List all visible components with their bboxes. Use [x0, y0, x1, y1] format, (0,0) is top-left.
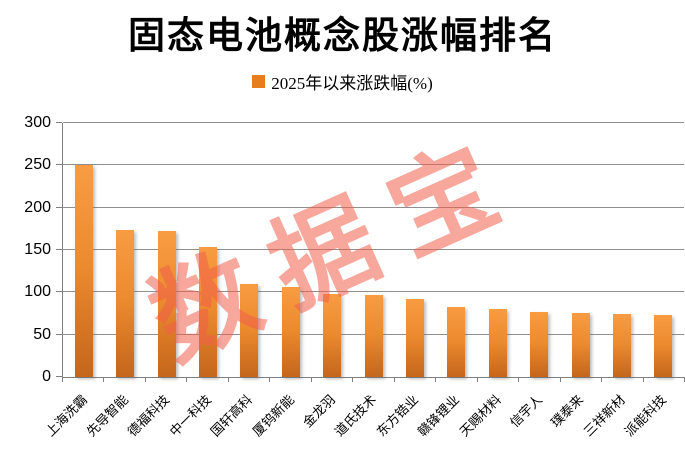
category-label: 信宇人	[506, 391, 546, 431]
x-axis-tick	[270, 377, 312, 382]
y-axis-tick	[56, 376, 62, 377]
bar-金龙羽	[323, 294, 342, 377]
gridline	[63, 122, 684, 123]
bar-德福科技	[157, 231, 176, 377]
category-label: 上海洗霸	[42, 391, 90, 440]
bar-slot	[477, 123, 518, 377]
plot-area: 上海洗霸 先导智能 德福科技 中一科技 国轩高科 厦钨新能 金龙羽 道氏技术 东方锆业 赣锋锂业天…	[24, 114, 685, 439]
x-axis-tick	[353, 377, 395, 382]
y-axis-tick	[56, 164, 62, 166]
category-label: 先导智能	[83, 391, 132, 440]
x-axis-labels: 上海洗霸 先导智能 德福科技 中一科技 国轩高科 厦钨新能 金龙羽 道氏技术 东方锆业 赣锋锂业天…	[42, 377, 684, 475]
y-tick-label: 50	[33, 325, 51, 343]
bar-璞泰来	[571, 312, 590, 377]
chart-title: 固态电池概念股涨幅排名	[128, 16, 557, 57]
y-axis-tick	[56, 249, 62, 250]
x-axis-tick	[229, 377, 271, 382]
category-label: 厦钨新能	[249, 391, 297, 440]
bar-slot	[353, 123, 394, 377]
legend: 2025年以来涨跌幅(%)	[0, 69, 685, 94]
bar-slot	[146, 123, 187, 377]
bar-slot	[63, 123, 104, 377]
x-axis-tick	[312, 377, 354, 382]
category-label: 派能科技	[621, 391, 670, 440]
bar-厦钨新能	[281, 287, 300, 377]
y-axis-tick	[56, 206, 62, 208]
x-axis-tick	[395, 377, 437, 382]
gridline	[63, 291, 684, 293]
category-label: 三祥新材	[580, 391, 628, 440]
bar-道氏技术	[364, 294, 383, 377]
y-axis-tick	[56, 122, 62, 123]
bar-slot	[601, 123, 642, 377]
bar-国轩高科	[240, 283, 259, 377]
bar-slot	[104, 123, 145, 377]
bar-赣锋锂业	[447, 306, 466, 377]
bar-slot	[187, 123, 228, 377]
bar-天赐材料	[488, 309, 507, 377]
category-label: 德福科技	[125, 391, 173, 440]
x-axis-tick	[478, 377, 520, 382]
bar-上海洗霸	[74, 165, 93, 377]
bar-东方锆业	[405, 299, 424, 377]
y-tick-label: 0	[42, 368, 51, 385]
y-axis-tick	[56, 333, 62, 335]
bar-slot	[394, 123, 435, 377]
category-label: 国轩高科	[207, 391, 256, 440]
legend-swatch-icon	[252, 75, 266, 88]
category-label: 天赐材料	[456, 391, 504, 440]
x-axis-tick	[561, 377, 603, 382]
category-label: 中一科技	[166, 391, 214, 440]
category-label: 东方锆业	[373, 391, 421, 440]
y-tick-label: 100	[24, 283, 51, 301]
bars	[63, 123, 684, 377]
y-tick-label: 300	[24, 114, 51, 131]
x-axis-tick	[104, 377, 146, 382]
bar-slot	[229, 123, 270, 377]
legend-label: 2025年以来涨跌幅(%)	[271, 74, 433, 93]
category-label: 道氏技术	[332, 391, 380, 440]
bar-派能科技	[654, 315, 673, 377]
y-tick-label: 200	[24, 198, 51, 216]
bar-slot	[311, 123, 352, 377]
bar-信宇人	[530, 311, 549, 377]
bar-slot	[518, 123, 559, 377]
x-axis-tick	[146, 377, 188, 382]
bar-中一科技	[198, 247, 217, 377]
y-axis-tick	[56, 291, 62, 293]
bar-slot	[436, 123, 477, 377]
x-axis-tick	[602, 377, 644, 382]
bar-先导智能	[116, 229, 135, 377]
bar-slot	[643, 123, 684, 377]
gridline	[63, 164, 684, 166]
category-label: 赣锋锂业	[414, 391, 463, 440]
x-axis-tick	[519, 377, 561, 382]
bar-slot	[270, 123, 311, 377]
x-axis-tick	[187, 377, 229, 382]
y-tick-label: 250	[24, 156, 51, 174]
x-axis-tick	[436, 377, 478, 382]
bar-三祥新材	[612, 313, 631, 377]
y-tick-label: 150	[24, 241, 51, 258]
x-axis-tick	[63, 377, 105, 382]
gridline	[63, 249, 684, 250]
bar-slot	[560, 123, 601, 377]
gridline	[63, 206, 684, 208]
